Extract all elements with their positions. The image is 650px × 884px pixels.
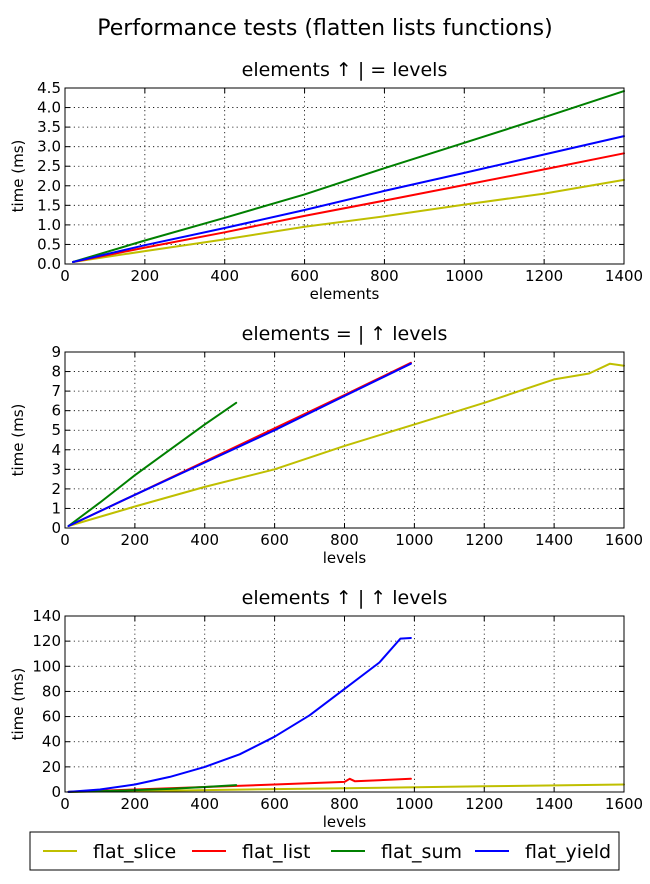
y-tick-label: 3 <box>51 460 61 478</box>
x-tick-label: 1200 <box>465 531 503 549</box>
x-tick-label: 1400 <box>535 531 573 549</box>
y-tick-label: 3.0 <box>37 138 61 156</box>
y-axis-label: time (ms) <box>9 668 27 741</box>
x-tick-label: 1400 <box>535 795 573 813</box>
x-tick-label: 400 <box>190 795 219 813</box>
y-tick-label: 0.5 <box>37 235 61 253</box>
series-flat-sum <box>72 90 625 263</box>
x-tick-label: 200 <box>121 531 150 549</box>
legend-frame <box>29 831 620 871</box>
plot-frame <box>64 87 625 265</box>
y-tick-label: 80 <box>42 682 61 700</box>
chart-title: elements ↑ | ↑ levels <box>242 587 448 609</box>
x-tick-label: 600 <box>290 267 319 285</box>
x-tick-label: 800 <box>370 267 399 285</box>
x-axis-label: levels <box>323 549 367 567</box>
y-tick-label: 0 <box>51 519 61 537</box>
x-tick-label: 400 <box>210 267 239 285</box>
y-tick-label: 7 <box>51 382 61 400</box>
x-tick-label: 1000 <box>445 267 483 285</box>
y-tick-label: 1.0 <box>37 216 61 234</box>
series-flat-yield <box>67 362 412 527</box>
y-tick-label: 1 <box>51 499 61 517</box>
x-tick-label: 600 <box>260 531 289 549</box>
y-tick-label: 20 <box>42 758 61 776</box>
y-axis-label: time (ms) <box>9 404 27 477</box>
y-tick-label: 0.0 <box>37 255 61 273</box>
y-tick-label: 8 <box>51 363 61 381</box>
series-flat-slice <box>67 362 625 527</box>
y-tick-label: 5 <box>51 421 61 439</box>
y-tick-label: 60 <box>42 708 61 726</box>
y-tick-label: 2.5 <box>37 157 61 175</box>
grid <box>65 352 624 528</box>
x-tick-label: 0 <box>60 531 70 549</box>
y-tick-label: 4.0 <box>37 99 61 117</box>
y-axis-label: time (ms) <box>9 140 27 213</box>
y-tick-label: 140 <box>32 607 61 625</box>
legend-label: flat_sum <box>381 841 462 863</box>
x-tick-label: 600 <box>260 795 289 813</box>
y-tick-label: 1.5 <box>37 196 61 214</box>
x-tick-label: 1600 <box>605 531 643 549</box>
x-tick-label: 1000 <box>395 795 433 813</box>
series-flat-slice <box>72 178 625 263</box>
chart-title: elements = | ↑ levels <box>242 323 448 345</box>
x-tick-label: 400 <box>190 531 219 549</box>
x-tick-label: 1200 <box>465 795 503 813</box>
series-flat-yield <box>72 135 625 263</box>
x-tick-label: 800 <box>330 795 359 813</box>
x-tick-label: 0 <box>60 267 70 285</box>
legend-label: flat_yield <box>525 841 611 863</box>
figure-title: Performance tests (flatten lists functio… <box>97 16 552 41</box>
x-tick-label: 200 <box>121 795 150 813</box>
y-tick-label: 2 <box>51 480 61 498</box>
chart-title: elements ↑ | = levels <box>242 59 448 81</box>
series-flat-sum <box>67 401 238 527</box>
y-tick-label: 40 <box>42 733 61 751</box>
y-tick-label: 9 <box>51 343 61 361</box>
legend-label: flat_list <box>242 841 310 863</box>
y-tick-label: 6 <box>51 402 61 420</box>
x-tick-label: 0 <box>60 795 70 813</box>
x-tick-label: 1600 <box>605 795 643 813</box>
series-flat-sum <box>67 784 238 793</box>
y-tick-label: 0 <box>51 783 61 801</box>
x-tick-label: 1400 <box>605 267 643 285</box>
plot-area <box>65 88 624 264</box>
y-tick-label: 3.5 <box>37 118 61 136</box>
x-tick-label: 800 <box>330 531 359 549</box>
legend-label: flat_slice <box>93 841 176 863</box>
x-tick-label: 1000 <box>395 531 433 549</box>
x-axis-label: elements <box>310 285 380 303</box>
y-tick-label: 4 <box>51 441 61 459</box>
x-tick-label: 1200 <box>525 267 563 285</box>
y-tick-label: 100 <box>32 657 61 675</box>
y-tick-label: 4.5 <box>37 79 61 97</box>
x-axis-label: levels <box>323 813 367 831</box>
grid <box>65 616 624 792</box>
x-tick-label: 200 <box>131 267 160 285</box>
chart-1: elements ↑ | = levels 0 200 400 600 800 1000 12… <box>9 59 643 303</box>
y-tick-label: 2.0 <box>37 177 61 195</box>
series-flat-yield <box>67 637 412 793</box>
series-flat-list <box>72 152 625 263</box>
legend: flat_slice flat_list flat_sum flat_yield <box>29 831 620 871</box>
chart-2: elements = | ↑ levels 0 200 400 600 800 1000 12… <box>9 323 643 567</box>
y-tick-label: 120 <box>32 632 61 650</box>
